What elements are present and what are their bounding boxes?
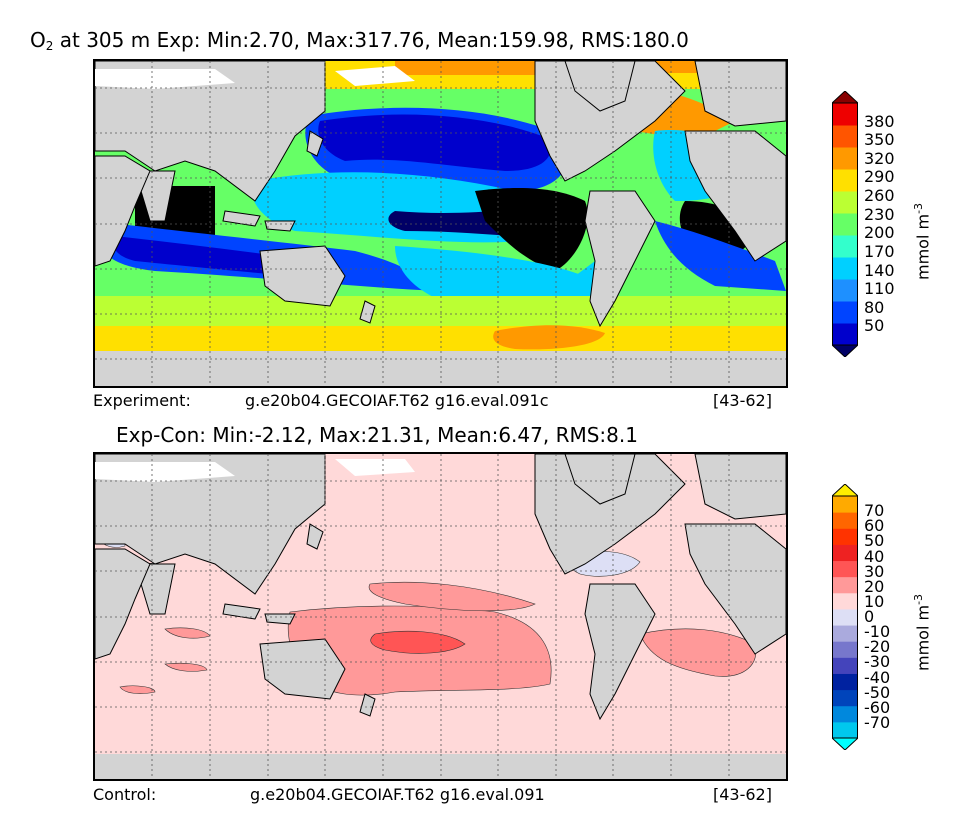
colorbar-tick-label: 140 bbox=[864, 260, 895, 280]
colorbar-extend-low bbox=[830, 344, 860, 358]
colorbar-frame bbox=[832, 495, 858, 739]
top-map-svg bbox=[95, 61, 786, 386]
colorbar-segment bbox=[832, 592, 858, 610]
colorbar-tick-label: -70 bbox=[864, 712, 891, 732]
graticule bbox=[95, 61, 786, 386]
bottom-map-svg bbox=[95, 454, 786, 779]
colorbar-segment bbox=[832, 705, 858, 723]
colorbar-segment bbox=[832, 213, 858, 236]
colorbar-tick-label: -10 bbox=[864, 622, 891, 642]
colorbar-tick-label: 30 bbox=[864, 561, 885, 581]
colorbar-tick-label: 10 bbox=[864, 591, 885, 611]
colorbar-tick-label: 50 bbox=[864, 531, 885, 551]
colorbar-segment bbox=[832, 528, 858, 545]
bottom-caption-case: g.e20b04.GECOIAF.T62 g16.eval.091 bbox=[250, 785, 545, 804]
colorbar-segment bbox=[832, 496, 858, 513]
colorbar-tick-label: -50 bbox=[864, 682, 891, 702]
bottom-colorbar bbox=[830, 483, 860, 751]
colorbar-tick-label: 350 bbox=[864, 130, 895, 150]
colorbar-tick-label: -20 bbox=[864, 637, 891, 657]
graticule-bottom bbox=[95, 454, 786, 779]
antarctica bbox=[95, 351, 786, 386]
top-colorbar-label: mmol m-3 bbox=[912, 202, 933, 280]
colorbar-tick-label: 20 bbox=[864, 576, 885, 596]
colorbar-extend-high bbox=[830, 90, 860, 104]
colorbar-segment bbox=[832, 147, 858, 170]
colorbar-segment bbox=[832, 721, 858, 739]
colorbar-tick-label: 290 bbox=[864, 167, 895, 187]
top-map bbox=[93, 59, 788, 388]
colorbar-segment bbox=[832, 657, 858, 674]
colorbar-segment bbox=[832, 673, 858, 691]
antarctica-bottom bbox=[95, 754, 786, 779]
cbar2-svg bbox=[830, 483, 860, 751]
colorbar-tick-label: 70 bbox=[864, 501, 885, 521]
colorbar-segment bbox=[832, 625, 858, 642]
colorbar-tick-label: 170 bbox=[864, 241, 895, 261]
colorbar-segment bbox=[832, 512, 858, 529]
colorbar-segment bbox=[832, 125, 858, 148]
colorbar-segment bbox=[832, 257, 858, 280]
bottom-map bbox=[93, 452, 788, 781]
colorbar-segment bbox=[832, 608, 858, 626]
colorbar-tick-label: -40 bbox=[864, 667, 891, 687]
colorbar-tick-label: -60 bbox=[864, 697, 891, 717]
top-caption-years: [43-62] bbox=[713, 391, 772, 410]
colorbar-segment bbox=[832, 544, 858, 562]
colorbar-tick-label: 40 bbox=[864, 546, 885, 566]
colorbar-segment bbox=[832, 641, 858, 658]
pacific-core-anomaly bbox=[370, 631, 466, 654]
colorbar-segment bbox=[832, 191, 858, 214]
bottom-panel-title: Exp-Con: Min:-2.12, Max:21.31, Mean:6.47… bbox=[116, 423, 638, 447]
bottom-caption-left: Control: bbox=[93, 785, 157, 804]
colorbar-segment bbox=[832, 235, 858, 258]
bottom-caption-years: [43-62] bbox=[713, 785, 772, 804]
bottom-colorbar-label: mmol m-3 bbox=[912, 593, 933, 671]
colorbar-segment bbox=[832, 560, 858, 578]
colorbar-segment bbox=[832, 323, 858, 346]
colorbar-tick-label: 80 bbox=[864, 297, 885, 317]
colorbar-tick-label: 60 bbox=[864, 516, 885, 536]
colorbar-segment bbox=[832, 169, 858, 192]
southern-subtropics bbox=[95, 296, 786, 326]
continents bbox=[95, 61, 786, 328]
top-panel-title: O2 at 305 m Exp: Min:2.70, Max:317.76, M… bbox=[30, 28, 689, 53]
colorbar-segment bbox=[832, 103, 858, 126]
colorbar-tick-label: 0 bbox=[864, 607, 875, 626]
colorbar-tick-label: 110 bbox=[864, 279, 895, 299]
cbar1-svg bbox=[830, 90, 860, 358]
colorbar-tick-label: 320 bbox=[864, 148, 895, 168]
colorbar-tick-label: 380 bbox=[864, 111, 895, 131]
colorbar-segment bbox=[832, 279, 858, 302]
colorbar-segment bbox=[832, 689, 858, 707]
colorbar-extend-high bbox=[830, 483, 860, 497]
continents-bottom bbox=[95, 454, 786, 721]
colorbar-segment bbox=[832, 301, 858, 324]
colorbar-segment bbox=[832, 576, 858, 594]
colorbar-tick-label: 230 bbox=[864, 204, 895, 224]
top-caption-left: Experiment: bbox=[93, 391, 191, 410]
top-colorbar bbox=[830, 90, 860, 358]
colorbar-tick-label: 260 bbox=[864, 186, 895, 206]
colorbar-extend-low bbox=[830, 737, 860, 751]
colorbar-tick-label: 200 bbox=[864, 223, 895, 243]
colorbar-frame bbox=[832, 102, 858, 346]
top-caption-case: g.e20b04.GECOIAF.T62 g16.eval.091c bbox=[245, 391, 549, 410]
colorbar-tick-label: -30 bbox=[864, 652, 891, 672]
colorbar-tick-label: 50 bbox=[864, 316, 885, 336]
